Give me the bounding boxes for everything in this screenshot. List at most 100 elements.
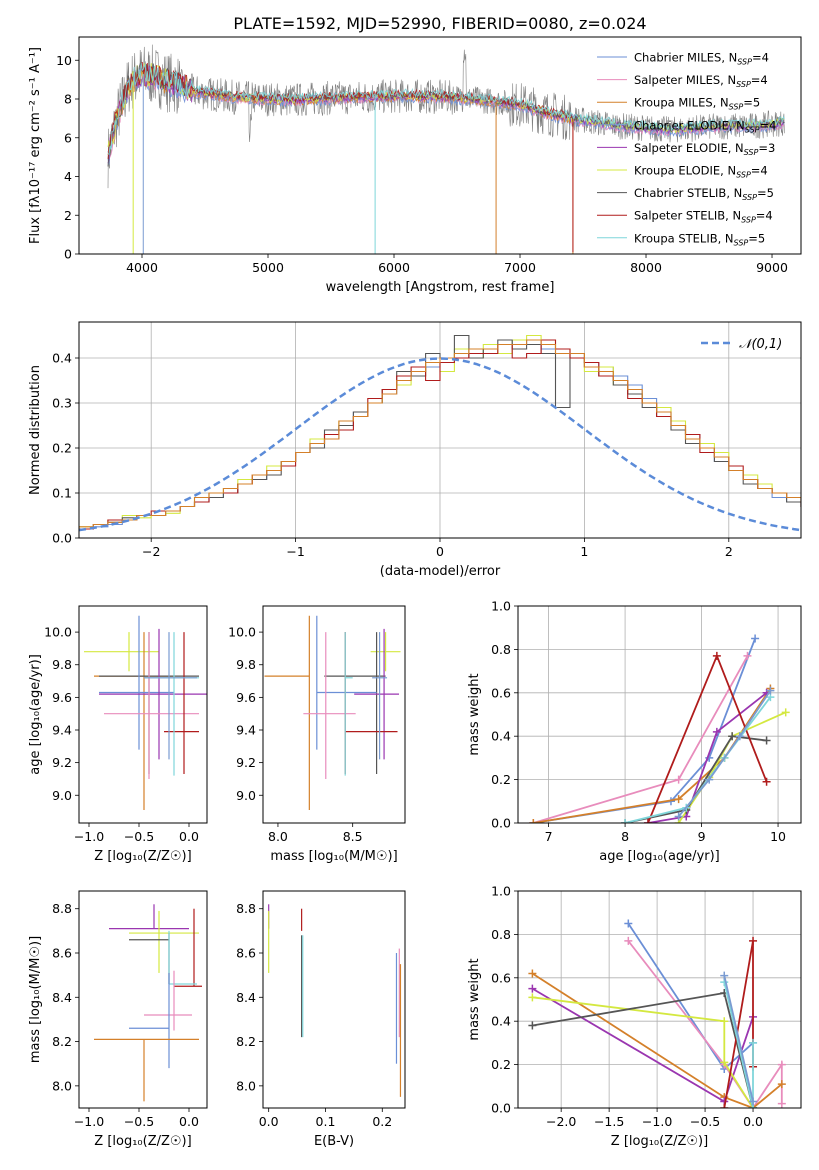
normal-pdf-line (79, 357, 801, 532)
panel-age-vs-mass: 8.0 8.5 9.0 9.2 9.4 9.6 9.8 10.0 mass [log₁₀(M/M… (228, 605, 406, 864)
x-tick-label: −1.0 (74, 829, 104, 844)
legend-label: Salpeter STELIB, NSSP=4 (634, 209, 773, 225)
legend-label-eq: =3 (758, 141, 775, 155)
error-bar-point (84, 632, 159, 672)
mass-weight-line (723, 975, 754, 1102)
panel-mw-vs-age: 7 8 9 10 0.0 0.2 0.4 0.6 0.8 1.0 age [log₁₀(age/yr… (467, 599, 802, 864)
plot-area-age-vs-mass (264, 615, 401, 810)
legend-label-eq: =5 (743, 96, 760, 110)
y-tick-label: 0.0 (491, 1101, 511, 1116)
x-tick-label: 0.0 (259, 1114, 279, 1129)
error-bar-point (164, 632, 199, 775)
x-axis-label: (data-model)/error (380, 564, 501, 579)
axes-frame (262, 890, 406, 1109)
legend-label-sub: SSP (736, 80, 751, 89)
y-tick-label: 0.2 (491, 1057, 511, 1072)
plot-area-spectrum (107, 44, 785, 254)
y-tick-label: 4 (64, 169, 72, 184)
plus-marker (762, 736, 771, 745)
legend-label-main: Chabrier MILES, N (634, 51, 737, 65)
legend-label-main: Salpeter STELIB, N (634, 209, 741, 223)
x-tick-label: 2 (725, 544, 733, 559)
legend-label: Kroupa STELIB, NSSP=5 (634, 231, 765, 247)
plot-area-mw-vs-Z (518, 891, 801, 1108)
plus-marker (624, 919, 633, 928)
panel-mass-vs-Z: −1.0 −0.5 0.0 8.0 8.2 8.4 8.6 8.8 Z [log₁₀(Z/Z☉)… (28, 890, 208, 1149)
plus-marker (762, 777, 771, 786)
x-axis-label: mass [log₁₀(M/M☉)] (270, 849, 397, 864)
panel-mass-vs-EBV: 0.0 0.1 0.2 8.0 8.2 8.4 8.6 8.8 E(B-V) (236, 890, 406, 1149)
plus-marker (529, 819, 538, 823)
legend-label-main: Kroupa STELIB, N (634, 231, 734, 245)
plot-area-mass-vs-Z (94, 904, 202, 1102)
x-tick-label: 0.0 (179, 1114, 199, 1129)
axes-frame (78, 36, 802, 255)
axes-frame (78, 605, 208, 824)
y-tick-label: 0.2 (491, 772, 511, 787)
mass-weight-line (627, 940, 783, 1108)
legend-label-sub: SSP (745, 125, 760, 134)
y-tick-label: 9.8 (52, 657, 72, 672)
legend-label: Salpeter ELODIE, NSSP=3 (634, 141, 775, 157)
x-tick-label: 0 (436, 544, 444, 559)
plus-marker (720, 1104, 729, 1108)
legend-label-eq: =4 (760, 118, 777, 132)
error-bar-point (370, 632, 401, 672)
y-axis-label: Flux [fλ10⁻¹⁷ erg cm⁻² s⁻¹ A⁻¹] (28, 47, 43, 244)
error-bar-point (144, 632, 197, 760)
y-tick-label: 10.0 (228, 625, 256, 640)
legend-label-sub: SSP (744, 148, 759, 157)
y-tick-label: 8 (64, 92, 72, 107)
y-tick-label: 0.0 (491, 816, 511, 831)
plus-marker (674, 795, 683, 804)
legend-label: Kroupa ELODIE, NSSP=4 (634, 164, 768, 180)
x-axis-label: Z [log₁₀(Z/Z☉)] (94, 849, 191, 864)
y-tick-label: 8.8 (236, 901, 256, 916)
x-tick-label: −0.5 (124, 1114, 154, 1129)
x-tick-label: −0.5 (690, 1114, 720, 1129)
y-tick-label: 9.4 (236, 723, 256, 738)
plus-marker (777, 1099, 786, 1108)
plus-marker (528, 1021, 537, 1030)
y-tick-label: 1.0 (491, 884, 511, 899)
y-tick-label: 9.8 (236, 657, 256, 672)
y-tick-label: 10.0 (44, 625, 72, 640)
error-bar-point (94, 1038, 199, 1102)
legend-label: 𝒩(0,1) (739, 337, 782, 352)
y-tick-label: 8.8 (52, 901, 72, 916)
x-tick-label: 0.0 (179, 829, 199, 844)
y-tick-label: 8.6 (52, 946, 72, 961)
plus-marker (720, 1017, 729, 1026)
plus-marker (674, 812, 683, 821)
x-tick-label: 8.0 (268, 829, 288, 844)
error-bar-point (264, 615, 310, 810)
plus-marker (621, 819, 630, 823)
error-bar-point (104, 632, 199, 779)
legend-label-sub: SSP (734, 238, 749, 247)
y-tick-label: 8.2 (236, 1034, 256, 1049)
y-axis-label: age [log₁₀(age/yr)] (28, 654, 43, 775)
x-tick-label: 0.0 (743, 1114, 763, 1129)
legend-label-sub: SSP (729, 103, 744, 112)
axes-frame (78, 321, 802, 539)
x-tick-label: −0.5 (124, 829, 154, 844)
plus-marker (712, 727, 721, 736)
y-tick-label: 10 (56, 53, 72, 68)
y-axis-label: Normed distribution (28, 365, 43, 495)
y-tick-label: 0.3 (52, 396, 72, 411)
y-tick-label: 0.6 (491, 685, 511, 700)
y-tick-label: 8.0 (52, 1078, 72, 1093)
x-tick-label: 9 (698, 829, 706, 844)
plus-marker (720, 971, 729, 980)
legend-label-eq: =4 (752, 51, 769, 65)
error-bar-point (354, 628, 400, 760)
y-tick-label: 8.0 (236, 1078, 256, 1093)
plot-area-mw-vs-age (518, 606, 801, 823)
plus-marker (712, 651, 721, 660)
plus-marker (749, 936, 758, 945)
y-tick-label: 6 (64, 130, 72, 145)
panel-spectrum: 4000 5000 6000 7000 8000 9000 0 2 4 6 8 10 wavelengt… (28, 36, 802, 295)
legend-label-sub: SSP (736, 171, 751, 180)
